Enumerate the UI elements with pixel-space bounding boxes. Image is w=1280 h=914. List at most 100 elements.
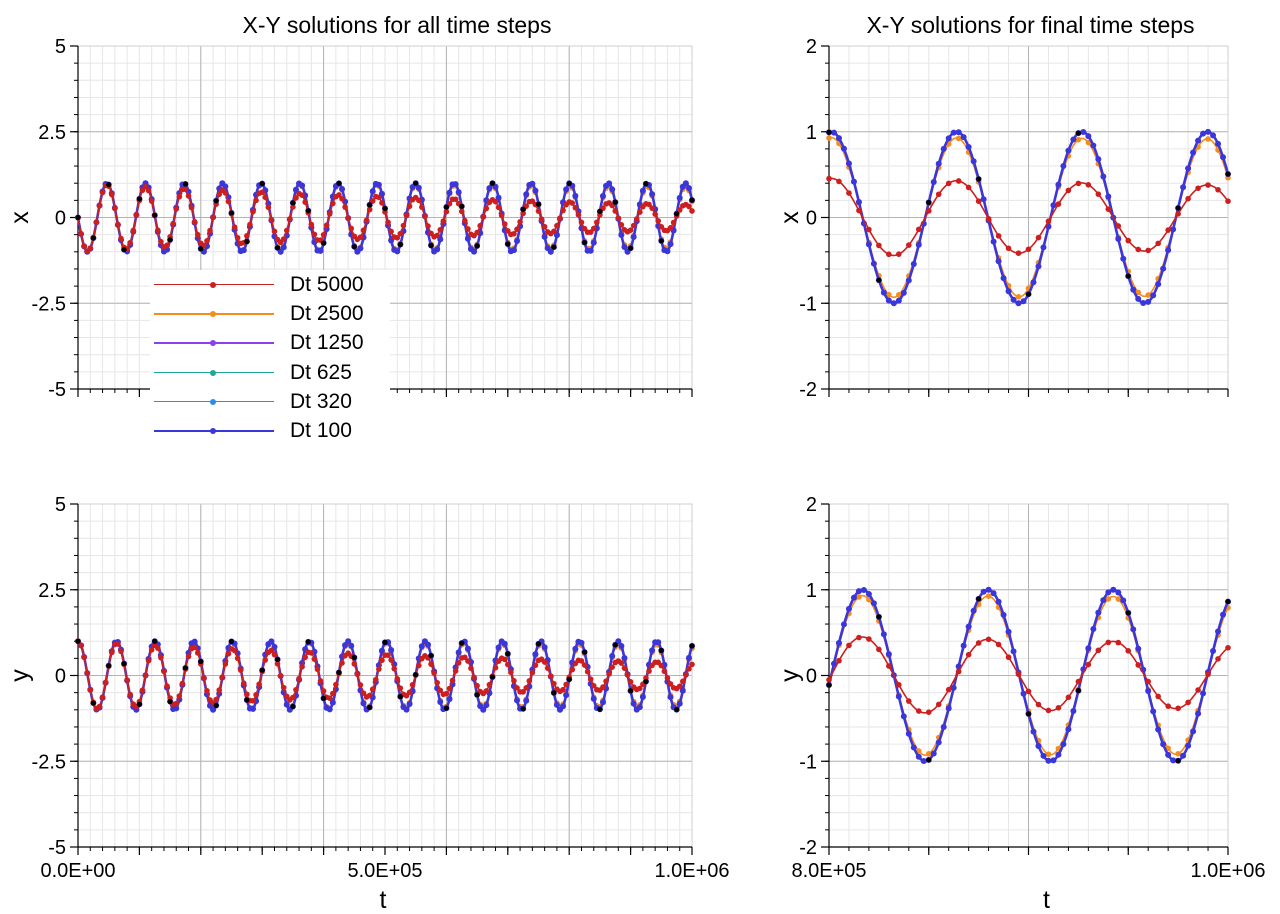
data-point-dt-5000 (259, 189, 266, 196)
data-point-exact (213, 702, 219, 709)
data-point-dt-100 (329, 699, 336, 706)
data-point-dt-100 (1180, 752, 1187, 759)
data-point-exact (628, 245, 634, 251)
data-point-dt-5000 (600, 684, 606, 690)
data-point-dt-100 (1205, 128, 1212, 135)
plot-area (826, 586, 1231, 765)
data-point-dt-100 (930, 750, 937, 757)
data-point-dt-5000 (216, 191, 223, 198)
data-point-dt-100 (639, 693, 646, 700)
data-point-dt-5000 (612, 208, 619, 214)
data-point-exact (228, 638, 235, 645)
data-point-dt-5000 (1225, 644, 1231, 651)
data-point-dt-5000 (1115, 639, 1122, 646)
data-point-exact (182, 181, 189, 187)
y-tick-label: 2.5 (38, 122, 66, 144)
data-point-dt-5000 (866, 226, 872, 233)
data-point-dt-5000 (511, 230, 517, 237)
data-point-dt-100 (667, 241, 674, 248)
data-point-dt-5000 (164, 242, 170, 249)
data-point-dt-100 (1195, 137, 1202, 144)
data-point-dt-2500 (985, 593, 992, 599)
data-point-dt-5000 (376, 666, 382, 672)
data-point-dt-5000 (462, 217, 468, 224)
data-point-dt-100 (895, 297, 902, 304)
data-point-dt-5000 (253, 692, 259, 698)
data-point-dt-5000 (935, 191, 942, 198)
data-point-dt-100 (1005, 288, 1012, 295)
data-point-exact (643, 181, 649, 187)
data-point-dt-5000 (216, 687, 223, 693)
data-point-dt-2500 (1145, 292, 1151, 298)
data-point-dt-5000 (302, 654, 308, 661)
legend-swatch-dt-1250 (154, 338, 274, 348)
data-point-dt-5000 (1145, 247, 1151, 254)
data-point-exact (413, 180, 419, 186)
legend-entry-dt-2500: Dt 2500 (150, 299, 390, 328)
data-point-dt-5000 (164, 683, 170, 689)
data-point-dt-5000 (501, 656, 508, 663)
data-point-dt-5000 (403, 212, 410, 219)
data-point-dt-100 (1200, 130, 1207, 137)
data-point-dt-5000 (945, 686, 952, 693)
data-point-dt-2500 (1205, 136, 1211, 142)
data-point-dt-100 (1090, 626, 1097, 633)
data-point-dt-100 (547, 248, 554, 255)
data-point-dt-100 (895, 693, 902, 700)
data-point-dt-5000 (1045, 707, 1052, 714)
data-point-dt-100 (418, 643, 425, 650)
data-point-dt-5000 (649, 205, 655, 211)
data-point-dt-5000 (578, 219, 585, 226)
data-point-dt-5000 (1165, 227, 1171, 233)
data-point-dt-5000 (262, 657, 269, 663)
data-point-dt-5000 (624, 672, 631, 678)
data-point-dt-5000 (686, 666, 692, 672)
data-point-dt-5000 (99, 189, 106, 196)
data-point-dt-100 (905, 277, 912, 284)
data-point-dt-100 (1010, 296, 1017, 303)
y-tick-label: -2.5 (32, 751, 66, 773)
data-point-dt-5000 (856, 207, 862, 214)
data-point-dt-5000 (1015, 250, 1022, 256)
data-point-dt-100 (1215, 628, 1222, 635)
data-point-exact (443, 204, 449, 210)
data-point-dt-100 (394, 248, 401, 255)
data-point-dt-5000 (415, 662, 422, 669)
data-point-dt-5000 (287, 216, 293, 222)
data-point-dt-5000 (1045, 218, 1052, 225)
data-point-dt-5000 (836, 178, 842, 185)
data-point-dt-5000 (1125, 237, 1132, 244)
data-point-dt-5000 (354, 671, 361, 678)
data-point-exact (152, 638, 158, 644)
data-point-exact (167, 698, 173, 705)
data-point-dt-2500 (1135, 289, 1142, 296)
data-point-dt-5000 (676, 683, 683, 690)
data-point-dt-100 (1080, 128, 1087, 135)
data-point-dt-5000 (560, 207, 566, 214)
data-point-dt-5000 (896, 681, 902, 688)
data-point-exact (367, 704, 373, 711)
data-point-dt-100 (1110, 586, 1117, 593)
data-point-dt-100 (572, 192, 579, 199)
data-point-dt-5000 (689, 208, 695, 214)
data-point-dt-5000 (652, 211, 658, 217)
data-point-dt-5000 (351, 661, 358, 667)
data-point-dt-5000 (606, 671, 612, 677)
data-point-dt-5000 (1055, 705, 1062, 711)
data-point-dt-100 (930, 179, 937, 185)
x-axis-label: t (380, 886, 387, 914)
data-point-dt-100 (1140, 300, 1147, 307)
data-point-dt-5000 (1015, 671, 1022, 678)
data-point-dt-100 (1120, 255, 1127, 262)
legend: Dt 5000 Dt 2500 Dt 1250 Dt 625 Dt 320 Dt… (150, 270, 390, 446)
data-point-dt-5000 (985, 636, 992, 643)
data-point-dt-100 (1065, 147, 1072, 154)
data-point-exact (489, 180, 496, 186)
data-point-dt-100 (1040, 244, 1047, 251)
data-point-dt-5000 (406, 689, 413, 696)
data-point-dt-100 (880, 631, 887, 638)
data-point-dt-5000 (501, 221, 508, 227)
data-point-dt-100 (1145, 298, 1152, 305)
data-point-dt-5000 (578, 658, 585, 664)
